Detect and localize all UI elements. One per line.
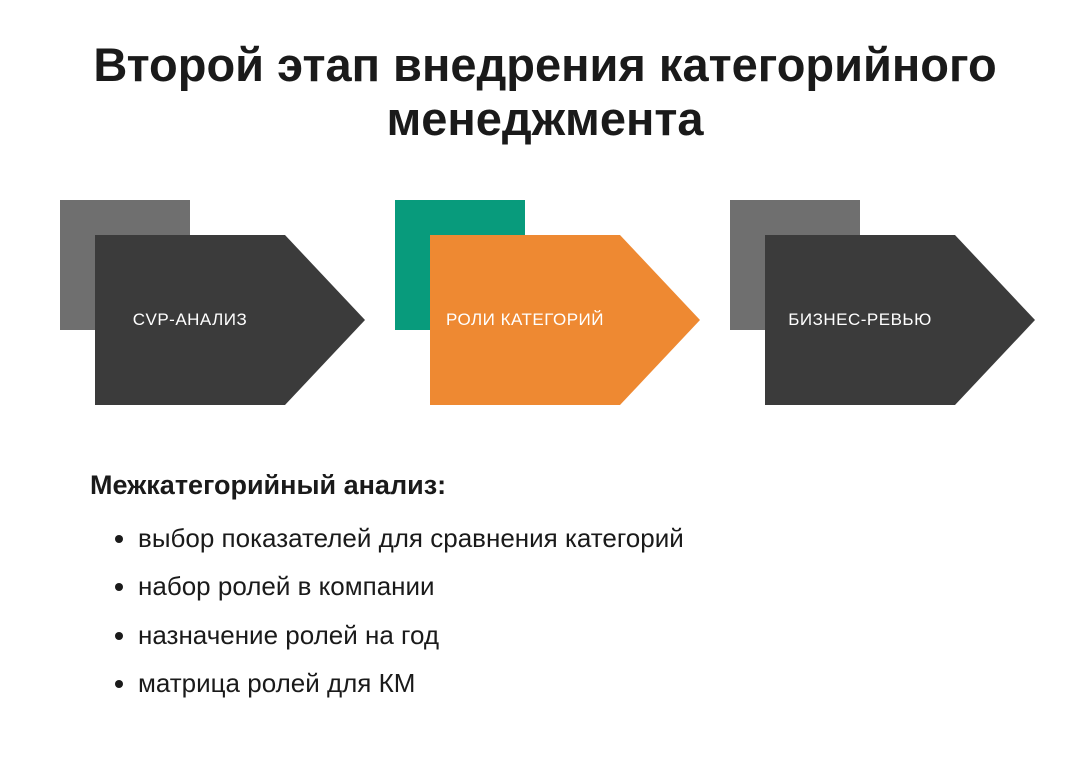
arrow-label-1: CVP-АНАЛИЗ — [95, 310, 285, 330]
bullet-item: выбор показателей для сравнения категори… — [138, 520, 684, 556]
arrow-group-3: БИЗНЕС-РЕВЬЮ — [730, 200, 1035, 405]
subtitle: Межкатегорийный анализ: — [90, 470, 446, 501]
arrow-group-2: РОЛИ КАТЕГОРИЙ — [395, 200, 700, 405]
arrow-row: CVP-АНАЛИЗ РОЛИ КАТЕГОРИЙ БИЗНЕС-РЕВЬЮ — [60, 200, 1035, 410]
slide: Второй этап внедрения категорийного мене… — [0, 0, 1090, 777]
bullet-item: назначение ролей на год — [138, 617, 684, 653]
arrow-group-1: CVP-АНАЛИЗ — [60, 200, 365, 405]
bullet-list: выбор показателей для сравнения категори… — [110, 520, 684, 714]
bullet-item: матрица ролей для КМ — [138, 665, 684, 701]
arrow-label-2: РОЛИ КАТЕГОРИЙ — [430, 310, 620, 330]
arrow-label-3: БИЗНЕС-РЕВЬЮ — [765, 310, 955, 330]
slide-title: Второй этап внедрения категорийного мене… — [0, 38, 1090, 146]
bullet-item: набор ролей в компании — [138, 568, 684, 604]
